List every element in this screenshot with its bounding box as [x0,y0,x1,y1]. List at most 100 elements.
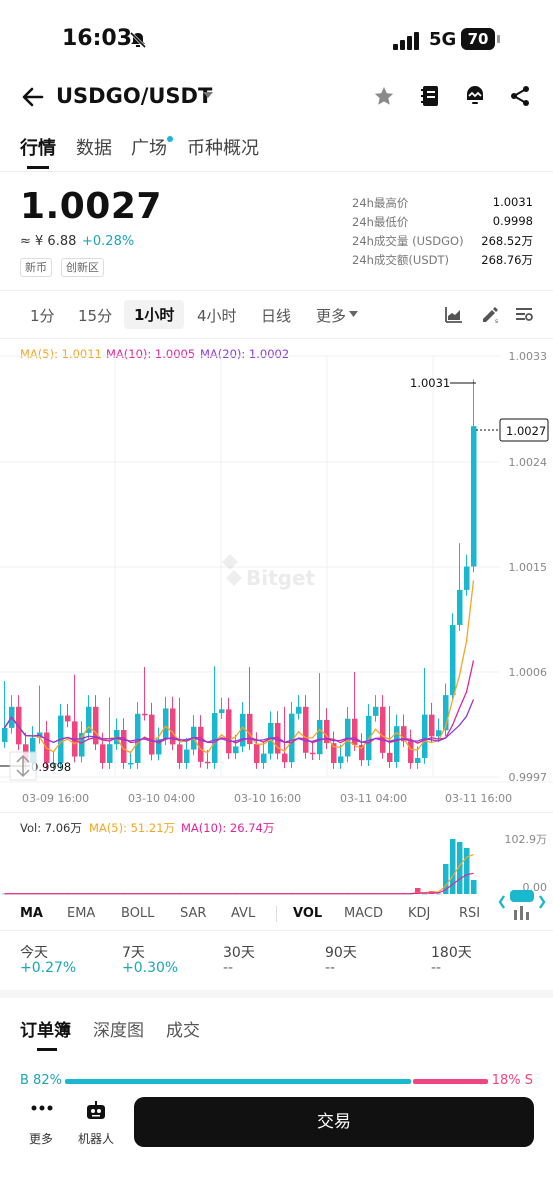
ma20-line [3,699,475,744]
candle-body [408,741,414,763]
vol-ma5-legend: MA(5): 51.21万 [89,821,176,835]
candle-body [205,761,211,764]
volume-bar [443,864,449,894]
more-label[interactable]: 更多 [29,1132,54,1146]
candle-body [380,706,386,753]
candle-body [464,566,470,590]
candle-body [254,744,260,763]
candle-body [310,752,316,755]
y-tick-5: 0.9997 [508,771,548,784]
more-dots-icon[interactable] [31,1104,53,1112]
candle-body [177,744,183,763]
candlestick-chart[interactable]: Bitget 1.0031 1.0027 0.9998 [0,340,553,810]
divider [0,338,553,339]
divider [0,290,553,291]
indicator-ema[interactable]: EMA [67,906,96,921]
x-tick-2: 03-10 04:00 [128,792,196,805]
period-label-today: 今天 [20,945,48,961]
y-tick-4: 1.0006 [508,666,548,679]
tag-new-coin[interactable]: 新币 [20,258,52,277]
tab-data[interactable]: 数据 [76,138,112,159]
tab-square[interactable]: 广场 [131,138,167,159]
candle-body [387,752,393,762]
timeframe-1d[interactable]: 日线 [261,307,292,325]
notebook-icon[interactable] [420,84,442,108]
robot-icon[interactable] [85,1101,107,1121]
last-price-label: 1.0027 [506,424,546,438]
chevron-down-icon[interactable] [202,91,214,99]
share-icon[interactable] [508,84,532,108]
indicator-vol[interactable]: VOL [293,906,323,921]
indicator-boll[interactable]: BOLL [121,906,155,921]
candle-body [79,732,85,757]
candle-body [359,744,365,761]
timeframe-4h[interactable]: 4小时 [197,307,237,325]
tab-depth-chart[interactable]: 深度图 [93,1021,144,1041]
x-tick-4: 03-11 04:00 [340,792,408,805]
timeframe-1h[interactable]: 1小时 [124,300,185,329]
volume-chart[interactable] [0,830,553,896]
period-value-180d: -- [431,960,442,976]
timeframe-more[interactable]: 更多 [316,307,347,325]
candle-body [30,737,36,763]
cny-price: ≈ ¥ 6.88 [20,234,77,249]
trade-button[interactable]: 交易 [134,1097,534,1147]
candle-body [373,706,379,716]
indicator-macd[interactable]: MACD [344,906,383,921]
tab-trades[interactable]: 成交 [166,1021,200,1041]
y-tick-3: 1.0015 [508,561,548,574]
stat-label-high: 24h最高价 [352,196,409,210]
settings-sliders-icon[interactable] [514,304,534,324]
volume-bar [457,842,463,894]
tab-orderbook[interactable]: 订单簿 [20,1021,71,1041]
divider [0,812,553,813]
candle-body [93,706,99,745]
star-icon[interactable] [373,85,395,107]
buy-ratio-bar [65,1079,411,1084]
tab-market[interactable]: 行情 [20,138,56,159]
chart-type-icon[interactable] [444,304,464,324]
indicator-sar[interactable]: SAR [180,906,207,921]
candle-body [65,715,71,722]
pair-title[interactable]: USDGO/USDT [56,84,213,108]
stat-value-turnover: 268.76万 [481,253,533,267]
ai-assistant-icon[interactable] [498,886,546,926]
period-label-30d: 30天 [223,945,255,961]
candle-body [289,713,295,763]
chevron-down-icon[interactable] [349,311,358,317]
divider [0,171,553,172]
ma10-legend: MA(10): 1.0005 [106,347,196,361]
indicator-ma[interactable]: MA [20,906,43,921]
watermark-text: Bitget [246,566,316,590]
tab-coin-overview[interactable]: 币种概况 [187,138,259,159]
candle-body [128,762,134,765]
indicator-rsi[interactable]: RSI [459,906,481,921]
svg-text:s: s [495,318,498,324]
candle-body [100,744,106,763]
period-value-today: +0.27% [20,960,77,976]
alert-bell-icon[interactable] [463,84,487,108]
bot-label[interactable]: 机器人 [78,1132,115,1146]
indicator-avl[interactable]: AVL [231,906,256,921]
candle-body [212,713,218,763]
candle-body [184,749,190,763]
back-arrow-icon[interactable] [20,84,46,110]
timeframe-15m[interactable]: 15分 [78,307,113,325]
volume-bar [436,893,442,895]
draw-tool-icon[interactable]: s [480,304,500,324]
last-price-box [499,418,549,442]
section-gap [0,990,553,998]
candle-body [156,739,162,755]
candle-body [422,714,428,758]
timeframe-1m[interactable]: 1分 [30,307,55,325]
stat-label-low: 24h最低价 [352,215,409,229]
candle-body [471,426,477,567]
vol-y-tick-max: 102.9万 [504,833,548,846]
volume-bar [450,839,456,894]
sell-ratio-label: 18% S [491,1073,533,1088]
tag-innovation-zone[interactable]: 创新区 [61,258,104,277]
candle-body [331,743,337,763]
signal-icon [393,32,419,50]
period-value-90d: -- [325,960,336,976]
indicator-kdj[interactable]: KDJ [408,906,431,921]
